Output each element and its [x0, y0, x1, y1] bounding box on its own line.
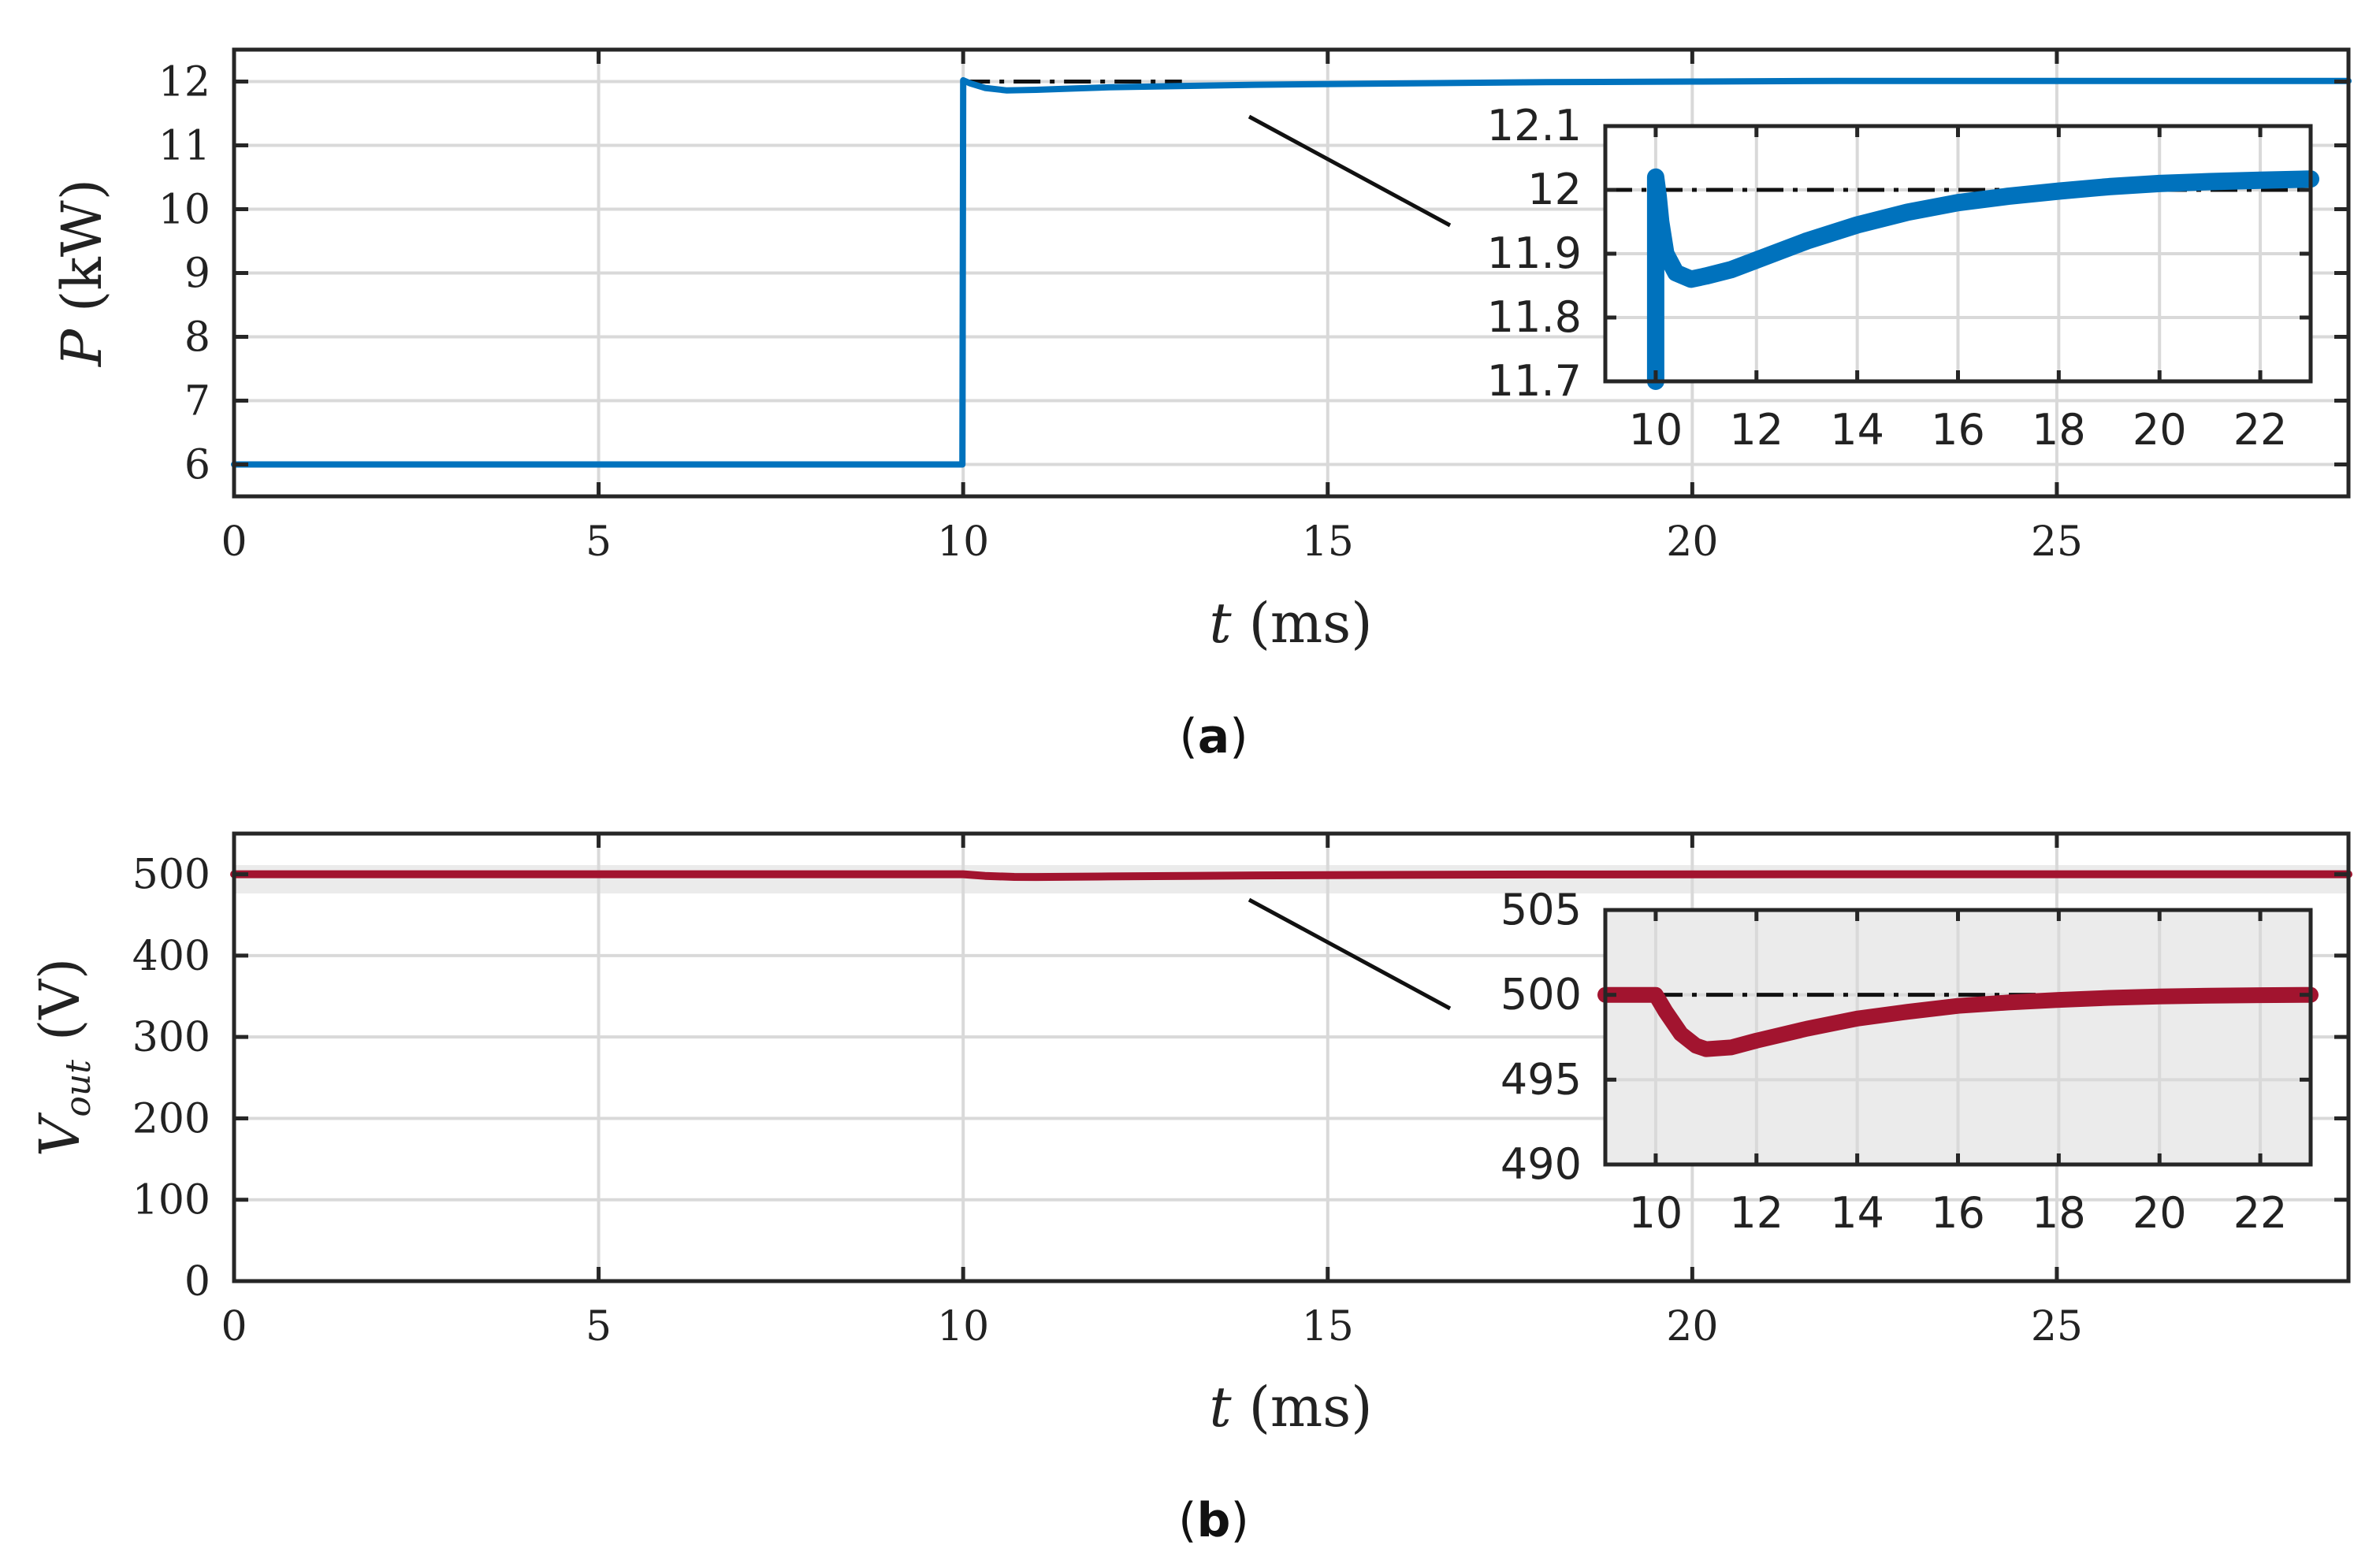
bi-y-tick-label: 505 [1501, 885, 1582, 934]
panel-b-inset: 10 12 14 16 18 20 22 490 495 500 505 [1501, 885, 2319, 1238]
panel-a-y-tick-labels: 6 7 8 9 10 11 12 [158, 59, 210, 489]
b-y-tick-label: 200 [132, 1095, 210, 1142]
ai-x-tick-label: 18 [2032, 405, 2086, 455]
panel-a-y-axis-label: P (kW) [50, 179, 114, 368]
panel-b-y-axis-label: Vout (V) [28, 958, 99, 1157]
panel-b-x-tick-labels: 0 5 10 15 20 25 [221, 1303, 2083, 1350]
panel-a-inset-ticks [1605, 124, 2311, 384]
b-x-tick-label: 0 [221, 1303, 247, 1350]
bi-y-tick-label: 495 [1501, 1054, 1582, 1104]
a-y-tick-label: 12 [158, 59, 210, 106]
panel-b-x-axis-symbol: t [1209, 1375, 1232, 1439]
panel-b-ticks [232, 834, 2348, 1283]
bi-x-tick-label: 20 [2133, 1188, 2187, 1238]
a-x-tick-label: 20 [1666, 518, 1718, 566]
ai-x-tick-label: 12 [1729, 405, 1783, 455]
panel-a-inset-series [1646, 168, 2319, 390]
b-x-tick-label: 15 [1302, 1303, 1354, 1350]
ai-line-P [1646, 168, 2319, 390]
a-y-tick-label: 6 [184, 442, 210, 489]
panel-b-series [230, 870, 2352, 882]
ai-x-tick-label: 20 [2133, 405, 2187, 455]
a-y-tick-label: 9 [184, 251, 210, 298]
a-y-tick-label: 8 [184, 314, 210, 362]
panel-a-y-axis-unit: (kW) [50, 179, 114, 312]
panel-a-zoom-pointer [1248, 114, 1452, 228]
panel-b-inset-y-tick-labels: 490 495 500 505 [1501, 885, 1582, 1189]
ai-x-tick-label: 10 [1629, 405, 1683, 455]
panel-b-zoom-region [234, 865, 2348, 893]
panel-b-y-axis-unit: (V) [28, 958, 92, 1041]
bi-line-Vout [1597, 986, 2319, 1057]
b-x-tick-label: 10 [937, 1303, 989, 1350]
panel-a-ticks [232, 50, 2348, 496]
panel-b-inset-series [1597, 986, 2319, 1057]
panel-b-caption: (b) [1178, 1493, 1249, 1548]
b-x-tick-label: 5 [586, 1303, 612, 1350]
b-line-Vout [230, 870, 2352, 882]
a-y-tick-label: 10 [158, 187, 210, 234]
a-y-tick-label: 11 [158, 123, 210, 170]
a-x-tick-label: 25 [2031, 518, 2083, 566]
ai-x-tick-label: 14 [1830, 405, 1884, 455]
panel-b-caption-letter: b [1197, 1493, 1231, 1548]
panel-a-inset: 10 12 14 16 18 20 22 11.7 11.8 11.9 12 12.1 [1487, 101, 2319, 455]
ai-y-tick-label: 11.9 [1487, 228, 1582, 278]
panel-a-caption: (a) [1179, 709, 1248, 764]
panel-a-x-axis-label: t (ms) [1209, 591, 1372, 656]
a-y-tick-label: 7 [184, 378, 210, 425]
b-y-tick-label: 400 [132, 933, 210, 980]
bi-x-tick-label: 10 [1629, 1188, 1683, 1238]
a-x-tick-label: 5 [586, 518, 612, 566]
bi-y-tick-label: 490 [1501, 1139, 1582, 1189]
ai-y-tick-label: 11.8 [1487, 292, 1582, 342]
b-x-tick-label: 25 [2031, 1303, 2083, 1350]
panel-b-zoom-pointer [1248, 897, 1452, 1011]
ai-x-tick-label: 16 [1931, 405, 1985, 455]
panel-b-y-axis-subscript: out [58, 1060, 99, 1117]
panel-b-x-axis-label: t (ms) [1209, 1375, 1372, 1439]
bi-x-tick-label: 18 [2032, 1188, 2086, 1238]
panel-a-caption-letter: a [1198, 709, 1230, 764]
a-x-tick-label: 0 [221, 518, 247, 566]
ai-y-tick-label: 11.7 [1487, 356, 1582, 406]
bi-y-tick-label: 500 [1501, 970, 1582, 1020]
b-x-tick-label: 20 [1666, 1303, 1718, 1350]
panel-a-inset-y-tick-labels: 11.7 11.8 11.9 12 12.1 [1487, 101, 1582, 406]
panel-a-y-axis-symbol: P [50, 328, 114, 368]
b-y-tick-label: 100 [132, 1177, 210, 1224]
ai-y-tick-label: 12 [1527, 165, 1582, 214]
panel-b-plot-frame [232, 831, 2351, 1283]
panel-a-x-axis-symbol: t [1209, 591, 1232, 656]
panel-a-x-tick-labels: 0 5 10 15 20 25 [221, 518, 2083, 566]
panel-a-inset-x-tick-labels: 10 12 14 16 18 20 22 [1629, 405, 2288, 455]
a-x-tick-label: 10 [937, 518, 989, 566]
ai-y-tick-label: 12.1 [1487, 101, 1582, 150]
bi-x-tick-label: 12 [1729, 1188, 1783, 1238]
panel-b: 0 5 10 15 20 25 0 100 200 300 400 500 t (ms) Vout (V… [28, 831, 2352, 1548]
ai-x-tick-label: 22 [2233, 405, 2288, 455]
panel-b-y-axis-symbol: V [28, 1112, 92, 1157]
a-x-tick-label: 15 [1302, 518, 1354, 566]
b-y-tick-label: 0 [184, 1258, 210, 1306]
b-y-tick-label: 500 [132, 852, 210, 899]
panel-b-inset-x-tick-labels: 10 12 14 16 18 20 22 [1629, 1188, 2288, 1238]
panel-a-x-axis-unit: (ms) [1249, 591, 1373, 656]
panel-a-series [231, 76, 2352, 468]
bi-x-tick-label: 22 [2233, 1188, 2288, 1238]
panel-b-y-tick-labels: 0 100 200 300 400 500 [132, 852, 210, 1306]
panel-a: 0 5 10 15 20 25 6 7 8 9 10 11 12 t (ms) P (kW) (a) 10… [50, 47, 2352, 764]
a-line-P [231, 76, 2352, 468]
panel-b-x-axis-unit: (ms) [1249, 1375, 1373, 1439]
bi-x-tick-label: 14 [1830, 1188, 1884, 1238]
bi-x-tick-label: 16 [1931, 1188, 1985, 1238]
panel-b-inset-ticks [1605, 908, 2311, 1167]
b-y-tick-label: 300 [132, 1014, 210, 1061]
